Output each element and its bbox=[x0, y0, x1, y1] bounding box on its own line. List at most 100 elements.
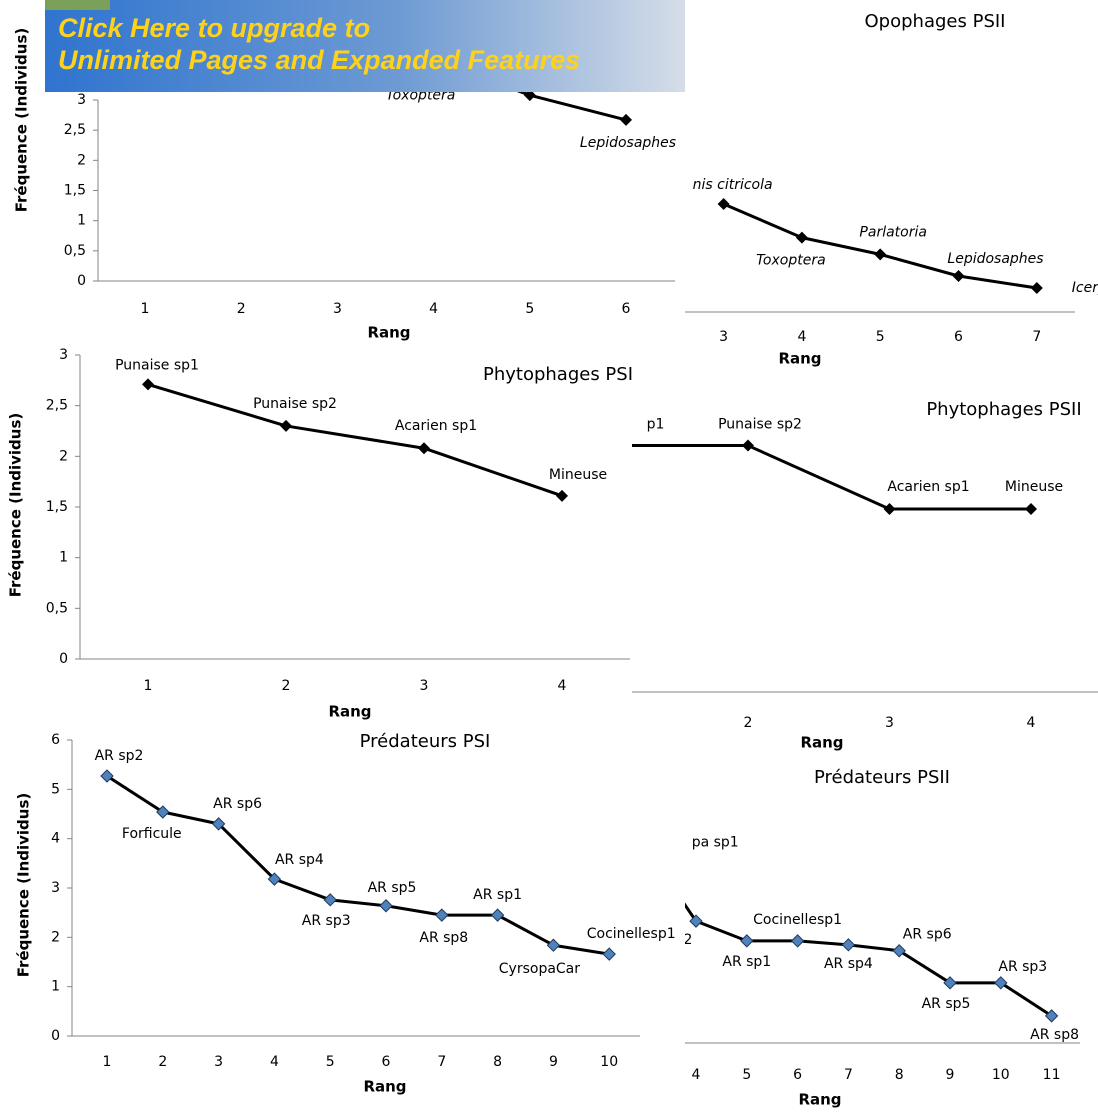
point-label: Forficule bbox=[122, 826, 182, 842]
point-label: Acarien sp1 bbox=[395, 418, 477, 434]
point-label: Mineuse bbox=[1005, 479, 1063, 495]
data-point bbox=[142, 378, 154, 391]
data-point bbox=[1030, 282, 1043, 294]
banner-line[interactable]: Click Here to upgrade to bbox=[58, 13, 370, 43]
data-point bbox=[418, 442, 430, 455]
y-axis-title: Fréquence (Individus) bbox=[7, 413, 25, 598]
data-point bbox=[689, 914, 703, 928]
data-point bbox=[435, 908, 449, 922]
data-point bbox=[740, 934, 754, 948]
chart-title: Phytophages PSII bbox=[926, 399, 1081, 420]
data-point bbox=[156, 805, 170, 819]
x-tick-label: 3 bbox=[719, 329, 728, 345]
x-tick-label: 3 bbox=[214, 1054, 223, 1070]
x-axis-title: Rang bbox=[367, 324, 410, 342]
y-tick-label: 0 bbox=[51, 1028, 60, 1044]
data-point bbox=[874, 248, 887, 261]
point-label: Punaise sp2 bbox=[718, 417, 802, 433]
y-tick-label: 1 bbox=[51, 979, 60, 995]
point-label: CyrsopaCar bbox=[499, 961, 580, 977]
data-point bbox=[620, 113, 632, 126]
point-label: AR sp2 bbox=[95, 748, 144, 764]
x-tick-label: 5 bbox=[525, 301, 534, 317]
point-label: AR sp5 bbox=[922, 996, 971, 1012]
y-tick-label: 0,5 bbox=[64, 243, 86, 259]
x-tick-label: 3 bbox=[420, 678, 429, 694]
point-label: AR sp6 bbox=[903, 927, 952, 943]
point-label: AR sp1 bbox=[722, 954, 771, 970]
y-tick-label: 2 bbox=[59, 448, 68, 464]
y-tick-label: 6 bbox=[51, 732, 60, 748]
data-point bbox=[883, 503, 896, 515]
point-label: AR sp6 bbox=[213, 796, 262, 812]
y-axis-title: Fréquence (Individus) bbox=[15, 793, 33, 978]
data-point bbox=[892, 944, 906, 958]
point-label: Parlatoria bbox=[859, 224, 927, 240]
data-point bbox=[267, 872, 282, 886]
x-tick-label: 7 bbox=[1032, 329, 1041, 345]
data-point bbox=[717, 198, 730, 210]
x-tick-label: 4 bbox=[270, 1054, 279, 1070]
x-axis-title: Rang bbox=[328, 703, 371, 721]
x-tick-label: 2 bbox=[237, 301, 246, 317]
upgrade-banner[interactable]: Click Here to upgrade to Unlimited Pages… bbox=[45, 0, 685, 92]
x-axis-title: Rang bbox=[798, 1091, 841, 1109]
x-tick-label: 10 bbox=[600, 1054, 618, 1070]
x-tick-label: 3 bbox=[885, 715, 894, 731]
point-label: Punaise sp1 bbox=[115, 357, 199, 373]
x-tick-label: 8 bbox=[493, 1054, 502, 1070]
x-tick-label: 2 bbox=[158, 1054, 167, 1070]
data-line bbox=[606, 444, 1031, 511]
y-tick-label: 1 bbox=[59, 550, 68, 566]
y-tick-label: 2,5 bbox=[64, 122, 86, 138]
chart: Punaise sp1 Punaise sp2 Acarien sp1 Mineuse… bbox=[0, 345, 633, 722]
data-line bbox=[147, 382, 563, 498]
x-tick-label: 3 bbox=[333, 301, 342, 317]
point-label: nis citricola bbox=[693, 177, 773, 193]
point-label: Lepidosaphes bbox=[947, 251, 1043, 267]
point-label: pa sp1 bbox=[692, 835, 739, 851]
x-tick-label: 1 bbox=[103, 1054, 112, 1070]
x-tick-label: 4 bbox=[692, 1067, 701, 1083]
x-axis-title: Rang bbox=[778, 350, 821, 368]
x-tick-label: 7 bbox=[437, 1054, 446, 1070]
x-tick-label: 4 bbox=[1027, 715, 1036, 731]
data-point bbox=[952, 270, 965, 282]
y-tick-label: 5 bbox=[51, 781, 60, 797]
data-point bbox=[790, 934, 805, 948]
data-point bbox=[323, 893, 337, 907]
data-point bbox=[841, 938, 856, 952]
y-tick-label: 1,5 bbox=[64, 183, 86, 199]
point-label: Cocinellesp1 bbox=[587, 926, 676, 942]
point-label: AR sp8 bbox=[419, 930, 468, 946]
data-point bbox=[379, 899, 393, 913]
x-tick-label: 9 bbox=[946, 1067, 955, 1083]
chart-panel bbox=[0, 728, 685, 1113]
point-label: p1 bbox=[647, 417, 665, 433]
y-tick-label: 3 bbox=[59, 347, 68, 363]
point-label: Acarien sp1 bbox=[887, 479, 969, 495]
data-point bbox=[1044, 1009, 1059, 1023]
point-label: AR sp3 bbox=[302, 913, 351, 929]
point-label: Icerya bbox=[1072, 280, 1098, 296]
data-point bbox=[795, 231, 808, 244]
x-tick-label: 5 bbox=[876, 329, 885, 345]
chart-title: Phytophages PSI bbox=[483, 364, 633, 385]
banner-line[interactable]: Unlimited Pages and Expanded Features bbox=[58, 45, 580, 75]
y-tick-label: 0,5 bbox=[46, 600, 68, 616]
data-point bbox=[943, 976, 957, 990]
data-point bbox=[490, 908, 505, 922]
data-point bbox=[280, 419, 292, 432]
x-tick-label: 7 bbox=[844, 1067, 853, 1083]
point-label: Cocinellesp1 bbox=[753, 912, 842, 928]
y-tick-label: 4 bbox=[51, 831, 60, 847]
y-tick-label: 2 bbox=[51, 929, 60, 945]
y-tick-label: 2,5 bbox=[46, 398, 68, 414]
chart: AR sp2 Forficule AR sp6 AR sp4 AR sp3 AR sp5 A… bbox=[0, 728, 685, 1113]
point-label: AR sp4 bbox=[824, 956, 873, 972]
x-tick-label: 9 bbox=[549, 1054, 558, 1070]
x-tick-label: 6 bbox=[793, 1067, 802, 1083]
banner-background[interactable] bbox=[45, 0, 685, 92]
y-tick-label: 3 bbox=[51, 880, 60, 896]
